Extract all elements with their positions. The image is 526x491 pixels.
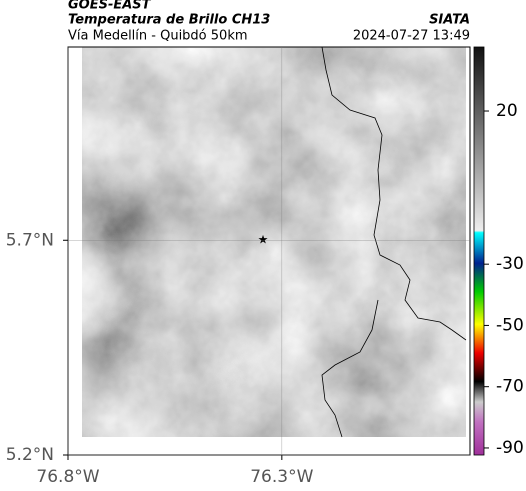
source: SIATA xyxy=(429,13,470,28)
colorbar-tick-label: 20 xyxy=(496,101,518,121)
product: GOES-EAST xyxy=(68,0,152,13)
x-tick-label: 76.8°W xyxy=(36,467,99,487)
colorbar xyxy=(473,46,485,456)
ticks: 76.8°W 76.3°W 5.2°N 5.7°N 20 -30 -50 -70 -90 xyxy=(6,47,524,487)
colorbar-tick-label: -90 xyxy=(496,438,524,458)
y-tick-label: 5.7°N xyxy=(6,230,54,250)
y-tick-label: 5.2°N xyxy=(6,445,54,465)
datetime: 2024-07-27 13:49 xyxy=(353,29,470,44)
x-tick-label: 76.3°W xyxy=(250,467,313,487)
colorbar-tick-label: -70 xyxy=(496,377,524,397)
subtitle: Vía Medellín - Quibdó 50km xyxy=(68,29,248,44)
boundary xyxy=(321,299,379,438)
colorbar-tick-label: -50 xyxy=(496,315,524,335)
colorbar-tick-label: -30 xyxy=(496,254,524,274)
boundary xyxy=(321,46,467,341)
satellite-image xyxy=(82,47,466,437)
location-marker: ★ xyxy=(258,233,269,247)
title: Temperatura de Brillo CH13 xyxy=(68,13,270,28)
